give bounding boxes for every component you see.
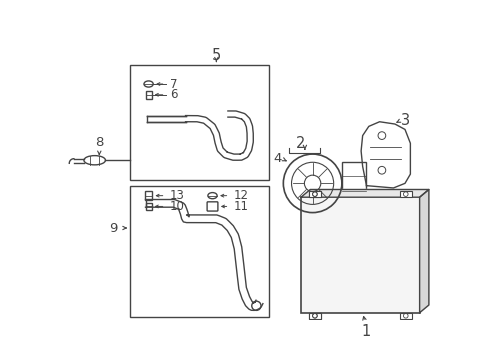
Bar — [144, 191, 152, 200]
Text: 6: 6 — [170, 88, 177, 101]
Polygon shape — [301, 189, 428, 197]
Bar — [308, 191, 321, 197]
Text: 13: 13 — [170, 189, 184, 202]
Text: 4: 4 — [273, 152, 281, 165]
Polygon shape — [419, 189, 428, 313]
Bar — [130, 186, 268, 316]
Text: 12: 12 — [234, 189, 248, 202]
Text: 2: 2 — [296, 136, 305, 151]
Text: 7: 7 — [170, 77, 177, 90]
Bar — [308, 313, 321, 319]
Text: 1: 1 — [361, 324, 370, 339]
Text: 9: 9 — [109, 221, 118, 234]
Text: 11: 11 — [234, 200, 248, 213]
Bar — [399, 191, 411, 197]
Bar — [145, 91, 151, 99]
Text: 10: 10 — [170, 200, 184, 213]
Bar — [341, 162, 366, 205]
Bar — [308, 313, 321, 319]
Bar — [399, 313, 411, 319]
Text: 8: 8 — [95, 136, 103, 149]
Bar — [308, 191, 321, 197]
Text: 3: 3 — [400, 113, 409, 128]
Bar — [301, 197, 419, 313]
Bar — [145, 203, 151, 210]
Text: 5: 5 — [211, 48, 221, 63]
Bar — [130, 65, 268, 180]
